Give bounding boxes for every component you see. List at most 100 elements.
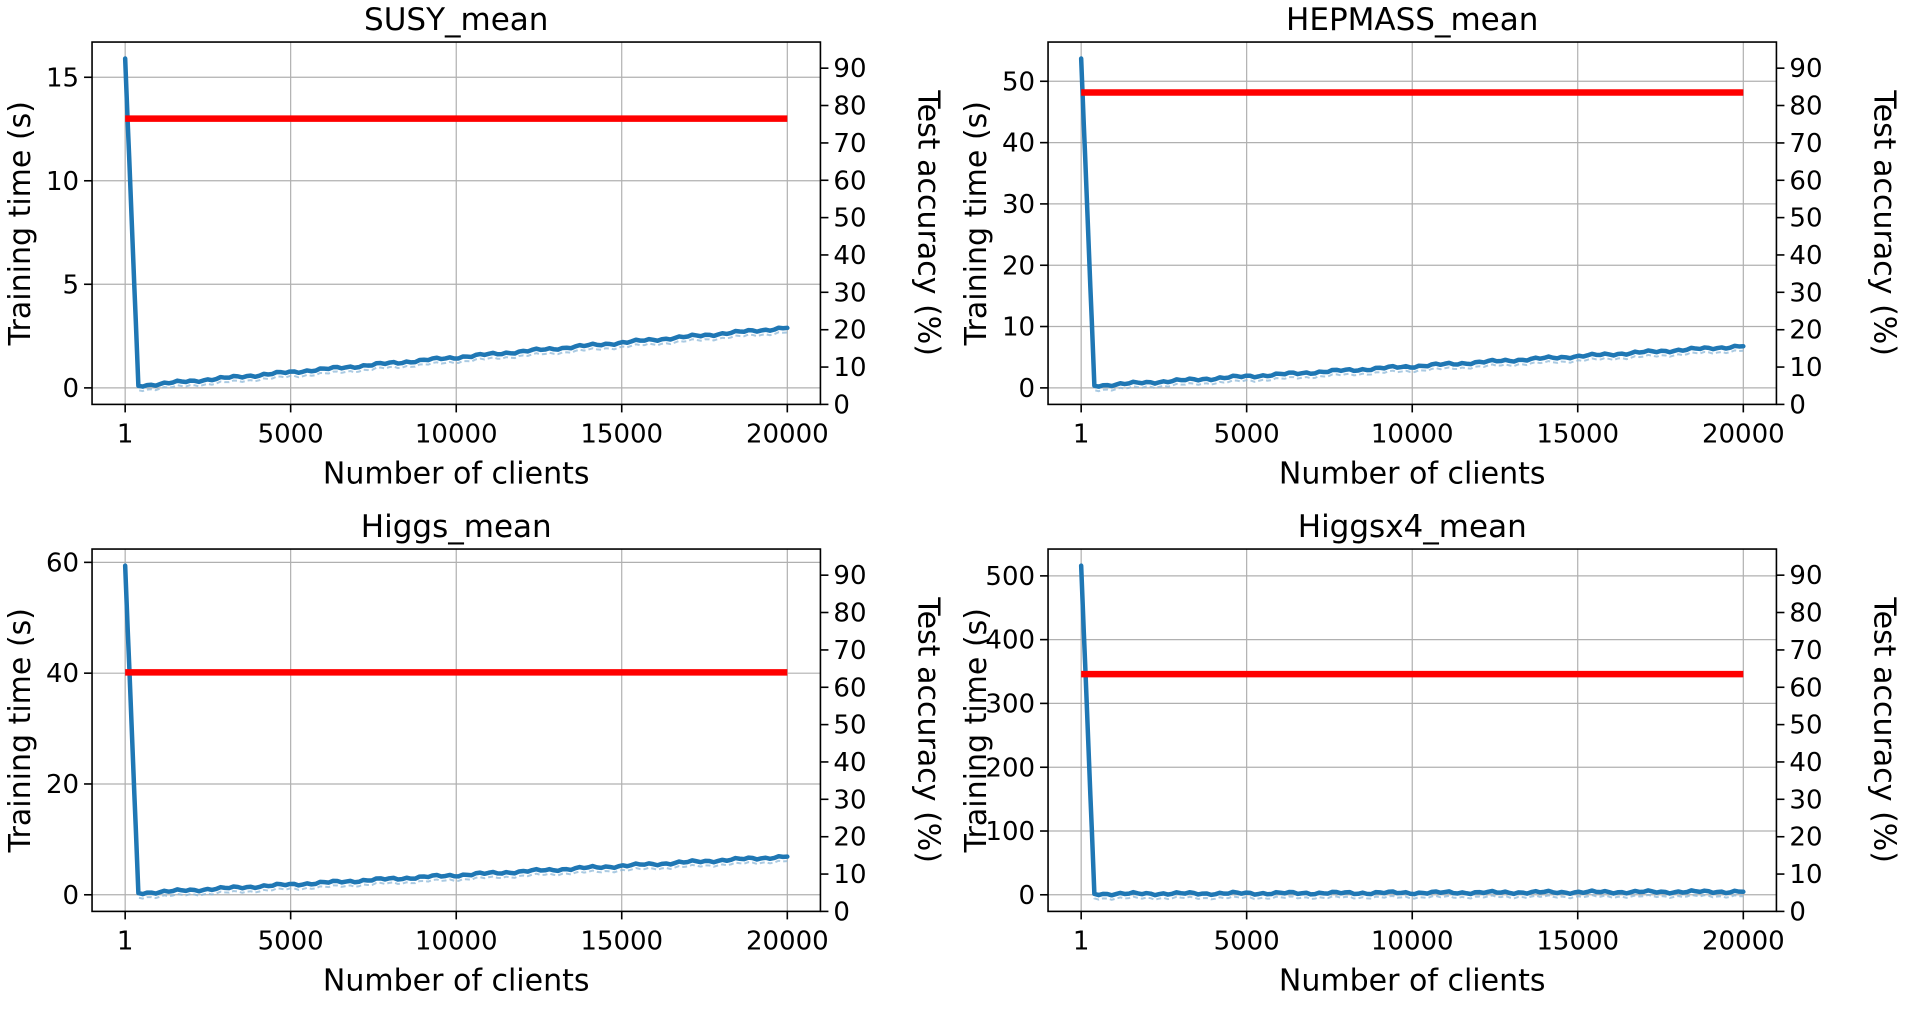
x-tick-label: 10000 (1370, 419, 1453, 449)
x-tick-label: 20000 (1701, 926, 1784, 956)
x-axis-label: Number of clients (323, 456, 590, 491)
y-right-tick-label: 90 (1789, 54, 1822, 84)
chart-title: SUSY_mean (364, 2, 548, 38)
y-right-tick-label: 90 (833, 561, 866, 591)
y-right-tick-label: 0 (833, 390, 850, 420)
y-right-tick-label: 50 (1789, 204, 1822, 234)
y-right-tick-label: 50 (1789, 710, 1822, 740)
y-right-tick-label: 70 (833, 635, 866, 665)
y-right-tick-label: 30 (1789, 278, 1822, 308)
y-left-tick-label: 40 (46, 659, 79, 689)
y-left-tick-label: 60 (46, 548, 79, 578)
y-right-tick-label: 30 (833, 785, 866, 815)
y-right-tick-label: 30 (1789, 785, 1822, 815)
left-y-axis-label: Training time (s) (3, 607, 38, 852)
y-left-tick-label: 0 (1018, 880, 1035, 910)
y-right-tick-label: 70 (833, 129, 866, 159)
y-right-tick-label: 20 (1789, 316, 1822, 346)
x-tick-label: 5000 (258, 926, 324, 956)
x-tick-label: 15000 (1536, 926, 1619, 956)
y-right-tick-label: 30 (833, 278, 866, 308)
y-right-tick-label: 80 (833, 92, 866, 122)
training-time-line (1078, 56, 1746, 389)
y-right-tick-label: 0 (1789, 390, 1806, 420)
y-right-tick-label: 80 (1789, 598, 1822, 628)
y-left-tick-label: 100 (985, 817, 1035, 847)
y-left-tick-label: 0 (1018, 374, 1035, 404)
left-y-axis-label: Training time (s) (959, 607, 994, 852)
x-axis-label: Number of clients (1278, 456, 1545, 491)
x-tick-label: 20000 (746, 419, 829, 449)
y-right-tick-label: 40 (1789, 241, 1822, 271)
left-y-axis-label: Training time (s) (3, 101, 38, 346)
training-time-band-line (1079, 569, 1743, 901)
y-left-tick-label: 400 (985, 625, 1035, 655)
x-tick-label: 10000 (415, 419, 498, 449)
right-y-axis-label: Test accuracy (%) (910, 89, 945, 356)
chart-title: HEPMASS_mean (1286, 2, 1538, 38)
y-right-tick-label: 70 (1789, 129, 1822, 159)
right-y-axis-label: Test accuracy (%) (910, 596, 945, 863)
y-left-tick-label: 10 (46, 167, 79, 197)
y-left-tick-label: 5 (62, 270, 79, 300)
x-tick-label: 1 (1072, 926, 1089, 956)
y-right-tick-label: 50 (833, 710, 866, 740)
x-tick-label: 1 (117, 926, 134, 956)
y-right-tick-label: 60 (833, 166, 866, 196)
y-left-tick-label: 20 (46, 769, 79, 799)
y-right-tick-label: 60 (1789, 166, 1822, 196)
x-tick-label: 20000 (1701, 419, 1784, 449)
training-time-line (122, 56, 790, 389)
y-right-tick-label: 10 (1789, 860, 1822, 890)
right-y-axis-label: Test accuracy (%) (1866, 89, 1901, 356)
y-left-tick-label: 30 (1001, 190, 1034, 220)
y-right-tick-label: 10 (833, 353, 866, 383)
y-right-tick-label: 90 (833, 54, 866, 84)
y-right-tick-label: 10 (833, 860, 866, 890)
chart-panel-higgsx4-mean: 0 100 200 300 400 500 0 10 20 30 40 50 60 70 80 90 1 5000… (956, 507, 1911, 1013)
y-right-tick-label: 80 (1789, 92, 1822, 122)
x-tick-label: 5000 (1213, 419, 1279, 449)
right-y-axis-label: Test accuracy (%) (1866, 596, 1901, 863)
training-time-band-line (1079, 63, 1743, 393)
x-axis-label: Number of clients (1278, 963, 1545, 998)
training-time-band-line (124, 63, 788, 393)
y-right-tick-label: 10 (1789, 353, 1822, 383)
chart-panel-higgs-mean: 0 20 40 60 0 10 20 30 40 50 60 70 80 90 1 5000 10000 1500… (0, 507, 956, 1013)
y-right-tick-label: 60 (833, 673, 866, 703)
y-left-tick-label: 0 (62, 374, 79, 404)
training-time-line (1078, 562, 1746, 898)
chart-panel-hepmass-mean: 0 10 20 30 40 50 0 10 20 30 40 50 60 70 80 90 1 5000 10000… (956, 0, 1911, 507)
x-tick-label: 15000 (580, 926, 663, 956)
y-left-tick-label: 40 (1001, 129, 1034, 159)
left-y-axis-label: Training time (s) (959, 101, 994, 346)
y-left-tick-label: 15 (46, 63, 79, 93)
x-tick-label: 10000 (415, 926, 498, 956)
y-right-tick-label: 20 (1789, 822, 1822, 852)
x-tick-label: 20000 (746, 926, 829, 956)
x-tick-label: 15000 (1536, 419, 1619, 449)
y-right-tick-label: 40 (833, 241, 866, 271)
y-left-tick-label: 500 (985, 561, 1035, 591)
y-left-tick-label: 10 (1001, 313, 1034, 343)
x-tick-label: 15000 (580, 419, 663, 449)
x-tick-label: 1 (1072, 419, 1089, 449)
x-axis-label: Number of clients (323, 963, 590, 998)
chart-title: Higgs_mean (361, 509, 552, 545)
y-right-tick-label: 0 (1789, 897, 1806, 927)
y-left-tick-label: 0 (62, 880, 79, 910)
y-left-tick-label: 20 (1001, 251, 1034, 281)
x-tick-label: 10000 (1370, 926, 1453, 956)
y-right-tick-label: 70 (1789, 635, 1822, 665)
y-left-tick-label: 300 (985, 689, 1035, 719)
x-tick-label: 5000 (258, 419, 324, 449)
x-tick-label: 1 (117, 419, 134, 449)
y-right-tick-label: 40 (833, 747, 866, 777)
y-right-tick-label: 20 (833, 822, 866, 852)
y-left-tick-label: 200 (985, 753, 1035, 783)
